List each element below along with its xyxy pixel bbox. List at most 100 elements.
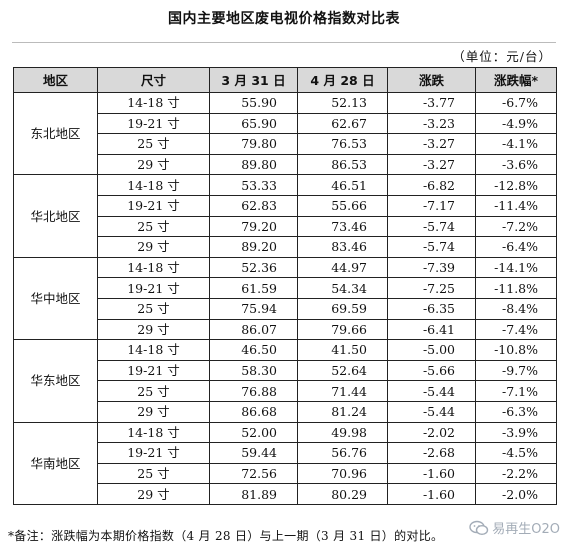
table-row: 25 寸 79.20 73.46 -5.74 -7.2% — [14, 215, 557, 238]
size-cell: 25 寸 — [97, 462, 210, 485]
size-cell: 19-21 寸 — [97, 442, 210, 464]
apr28-cell: 54.34 — [297, 277, 388, 299]
change-pct-cell: -8.4% — [475, 297, 557, 320]
size-cell: 29 寸 — [97, 483, 210, 505]
size-cell: 29 寸 — [97, 400, 210, 423]
mar31-cell: 46.50 — [209, 339, 298, 361]
size-cell: 19-21 寸 — [97, 277, 210, 299]
mar31-cell: 76.88 — [209, 380, 298, 402]
apr28-cell: 69.59 — [297, 297, 388, 320]
change-cell: -3.27 — [387, 133, 476, 155]
region-cell: 华南地区 — [13, 421, 98, 505]
apr28-cell: 62.67 — [297, 112, 388, 135]
size-cell: 25 寸 — [97, 133, 210, 155]
table-row: 华中地区 14-18 寸 52.36 44.97 -7.39 -14.1% — [13, 256, 557, 341]
change-pct-cell: -4.5% — [475, 442, 557, 464]
mar31-cell: 58.30 — [209, 359, 298, 382]
mar31-cell: 72.56 — [209, 462, 298, 485]
change-cell: -6.41 — [387, 318, 476, 341]
change-pct-cell: -2.0% — [475, 483, 557, 505]
apr28-cell: 80.29 — [297, 483, 388, 505]
region-cell: 华中地区 — [13, 256, 98, 341]
change-pct-cell: -4.9% — [475, 112, 557, 135]
apr28-cell: 73.46 — [297, 215, 388, 238]
apr28-cell: 41.50 — [297, 339, 388, 361]
change-cell: -5.44 — [387, 400, 476, 423]
mar31-cell: 65.90 — [209, 112, 298, 135]
table-row: 29 寸 86.68 81.24 -5.44 -6.3% — [14, 400, 557, 423]
table-row: 19-21 寸 62.83 55.66 -7.17 -11.4% — [14, 194, 557, 217]
apr28-cell: 49.98 — [297, 421, 388, 444]
apr28-cell: 46.51 — [297, 174, 388, 196]
size-cell: 29 寸 — [97, 318, 210, 341]
change-pct-cell: -2.2% — [475, 462, 557, 485]
apr28-cell: 81.24 — [297, 400, 388, 423]
table-row: 华东地区 14-18 寸 46.50 41.50 -5.00 -10.8% — [13, 339, 557, 423]
change-pct-cell: -3.6% — [475, 153, 557, 176]
mar31-cell: 86.68 — [209, 400, 298, 423]
mar31-cell: 62.83 — [209, 194, 298, 217]
size-cell: 14-18 寸 — [97, 174, 210, 196]
change-cell: -5.74 — [387, 236, 476, 258]
change-cell: -3.27 — [387, 153, 476, 176]
change-cell: -6.82 — [387, 174, 476, 196]
change-cell: -5.44 — [387, 380, 476, 402]
size-cell: 14-18 寸 — [97, 339, 210, 361]
table-row: 29 寸 81.89 80.29 -1.60 -2.0% — [14, 483, 557, 505]
change-cell: -7.25 — [387, 277, 476, 299]
change-pct-cell: -14.1% — [475, 256, 557, 279]
change-cell: -1.60 — [387, 462, 476, 485]
change-pct-cell: -7.2% — [475, 215, 557, 238]
change-pct-cell: -7.1% — [475, 380, 557, 402]
mar31-cell: 89.80 — [209, 153, 298, 176]
apr28-cell: 79.66 — [297, 318, 388, 341]
wechat-icon — [469, 520, 489, 535]
header-apr28: 4 月 28 日 — [297, 67, 388, 93]
header-change: 涨跌 — [387, 67, 476, 93]
table-row: 19-21 寸 65.90 62.67 -3.23 -4.9% — [14, 112, 557, 135]
change-pct-cell: -4.1% — [475, 133, 557, 155]
page-title: 国内主要地区废电视价格指数对比表 — [168, 11, 400, 27]
size-cell: 29 寸 — [97, 153, 210, 176]
mar31-cell: 75.94 — [209, 297, 298, 320]
change-pct-cell: -12.8% — [475, 174, 557, 196]
table-body: 东北地区 14-18 寸 55.90 52.13 -3.77 -6.7% 19-21 寸 65… — [13, 91, 557, 505]
footnote: *备注：涨跌幅为本期价格指数（4 月 28 日）与上一期（3 月 31 日）的对… — [8, 529, 444, 543]
apr28-cell: 55.66 — [297, 194, 388, 217]
size-cell: 25 寸 — [97, 297, 210, 320]
apr28-cell: 44.97 — [297, 256, 388, 279]
table-row: 东北地区 14-18 寸 55.90 52.13 -3.77 -6.7% — [13, 91, 557, 176]
change-pct-cell: -9.7% — [475, 359, 557, 382]
change-cell: -6.35 — [387, 297, 476, 320]
change-pct-cell: -11.4% — [475, 194, 557, 217]
size-cell: 25 寸 — [97, 380, 210, 402]
mar31-cell: 81.89 — [209, 483, 298, 505]
apr28-cell: 56.76 — [297, 442, 388, 464]
size-cell: 29 寸 — [97, 236, 210, 258]
size-cell: 19-21 寸 — [97, 112, 210, 135]
change-cell: -7.17 — [387, 194, 476, 217]
change-cell: -3.23 — [387, 112, 476, 135]
change-pct-cell: -10.8% — [475, 339, 557, 361]
size-cell: 19-21 寸 — [97, 194, 210, 217]
region-cell: 东北地区 — [13, 91, 98, 176]
size-cell: 14-18 寸 — [97, 256, 210, 279]
apr28-cell: 52.13 — [297, 92, 388, 114]
change-cell: -2.02 — [387, 421, 476, 444]
unit-label: （单位：元/台） — [452, 49, 552, 64]
table-row: 19-21 寸 58.30 52.64 -5.66 -9.7% — [14, 359, 557, 382]
header-change-pct: 涨跌幅* — [475, 67, 557, 93]
header-region: 地区 — [13, 67, 98, 93]
title-divider — [12, 42, 556, 43]
change-cell: -2.68 — [387, 442, 476, 464]
table-row: 29 寸 89.80 86.53 -3.27 -3.6% — [14, 153, 557, 176]
watermark-text: 易再生O2O — [492, 522, 560, 537]
mar31-cell: 52.00 — [209, 421, 298, 444]
header-size: 尺寸 — [97, 67, 210, 93]
change-cell: -5.74 — [387, 215, 476, 238]
mar31-cell: 61.59 — [209, 277, 298, 299]
mar31-cell: 89.20 — [209, 236, 298, 258]
table-row: 华南地区 14-18 寸 52.00 49.98 -2.02 -3.9% — [13, 421, 557, 505]
change-cell: -5.66 — [387, 359, 476, 382]
price-index-table: 地区 尺寸 3 月 31 日 4 月 28 日 涨跌 涨跌幅* 东北地区 14-1… — [13, 67, 557, 505]
